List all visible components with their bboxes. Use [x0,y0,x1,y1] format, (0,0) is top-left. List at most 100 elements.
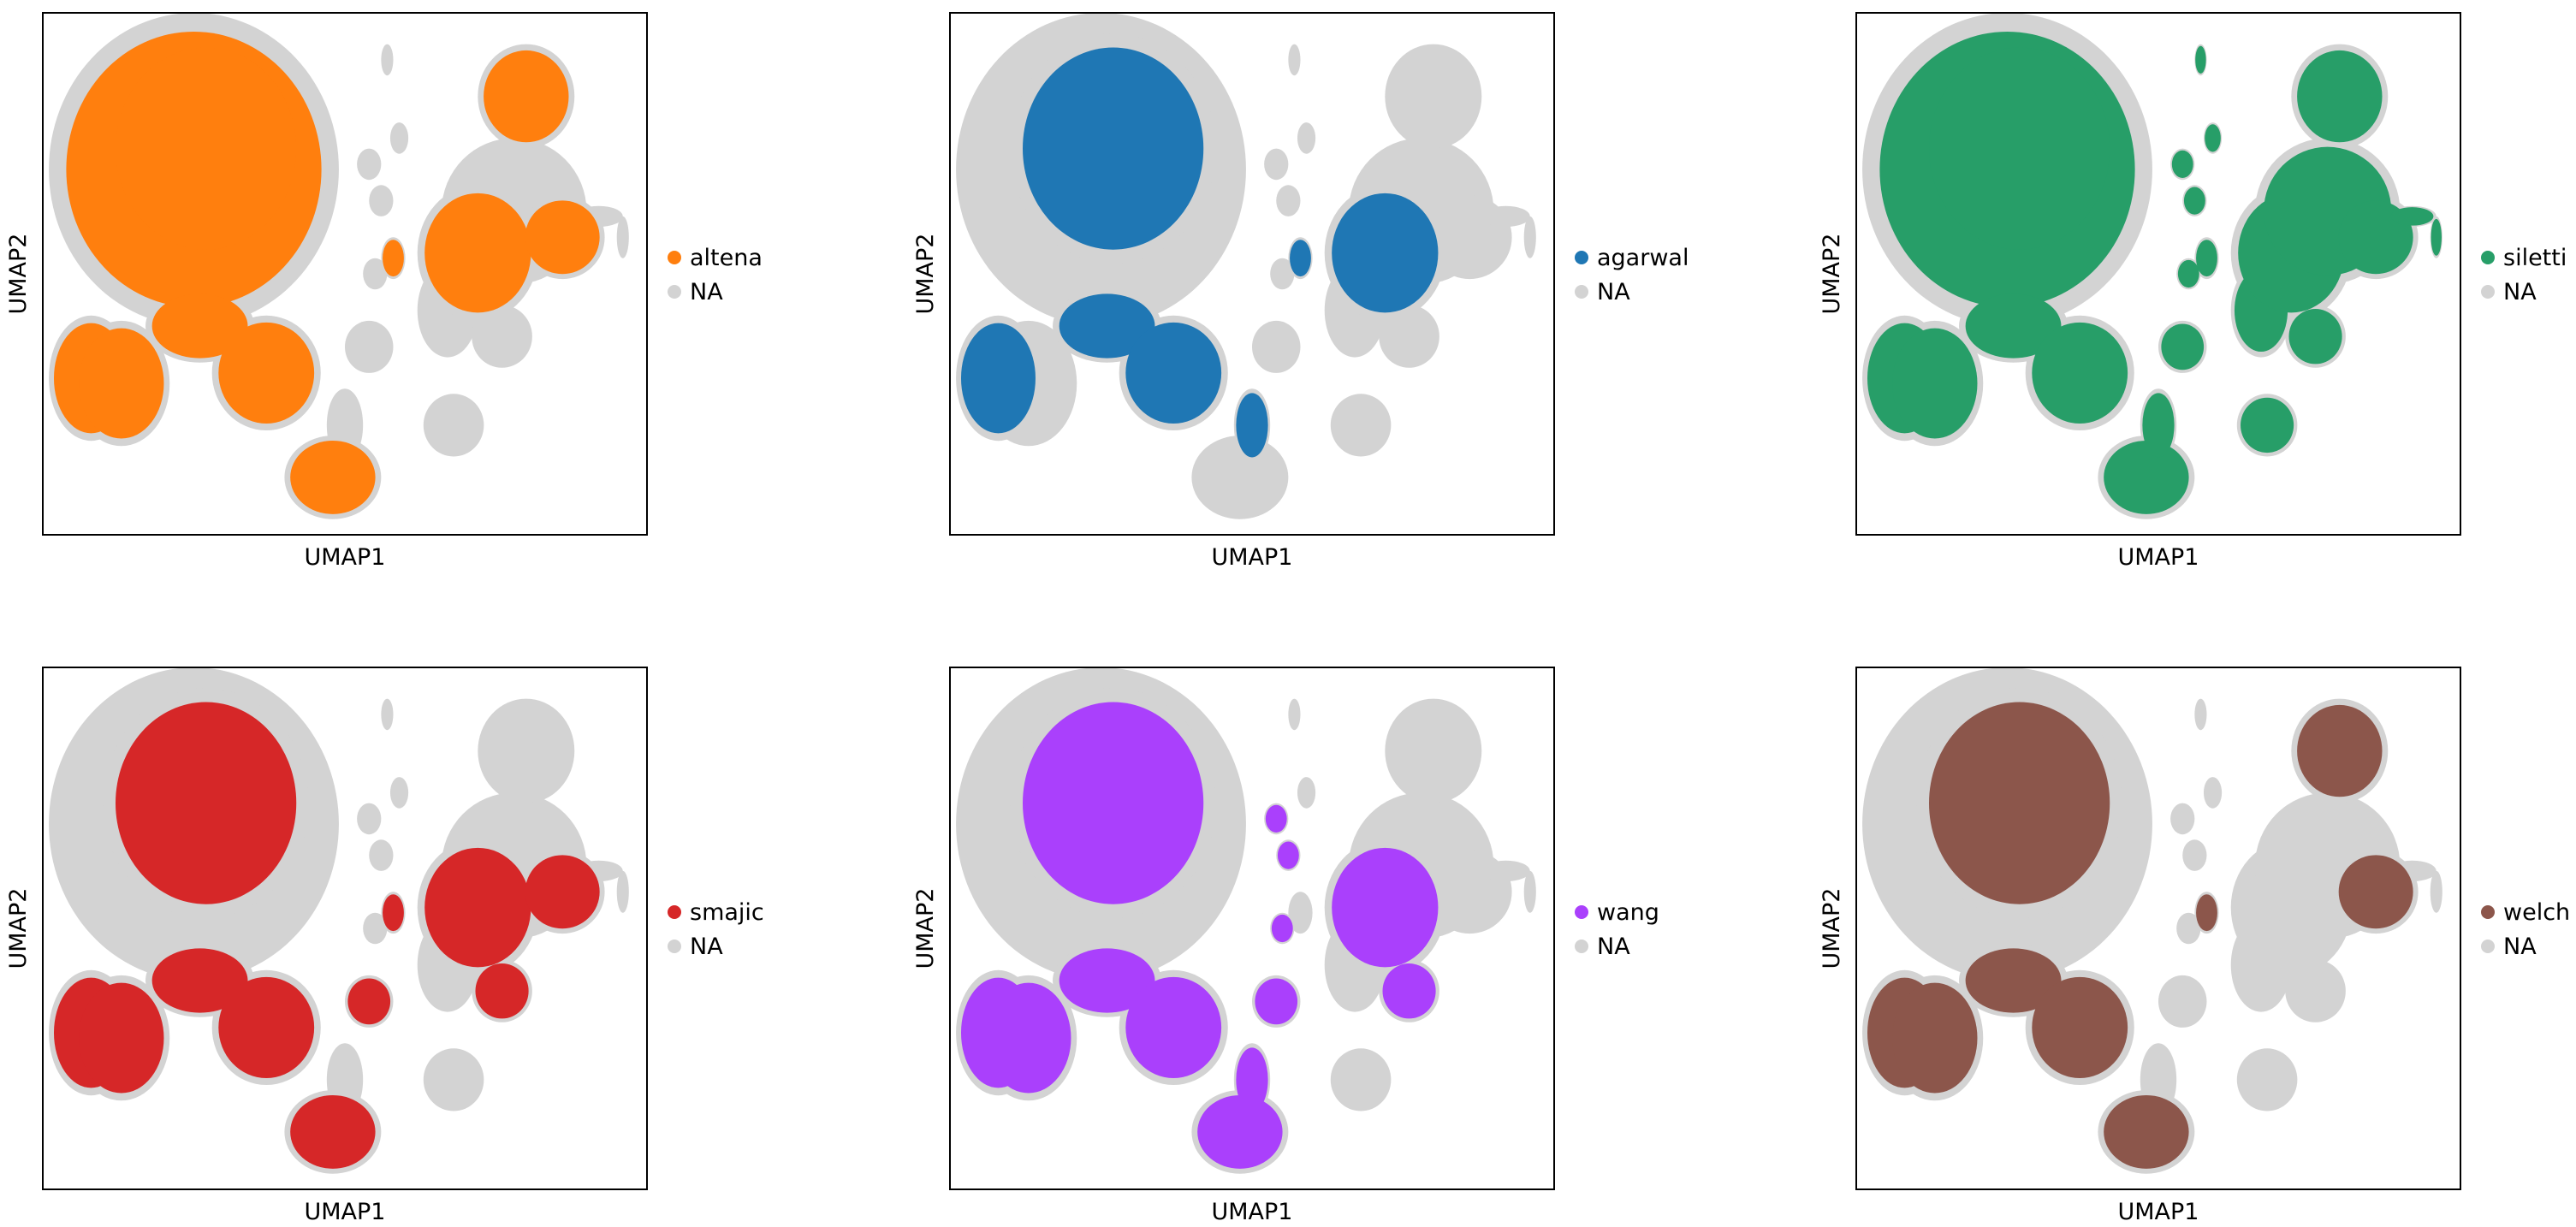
legend-label-NA: NA [2503,279,2537,305]
legend-marker-NA [1575,940,1588,953]
umap-panel-wang: UMAP1 UMAP2 wang NA [912,667,1659,1225]
na-cluster-23 [1297,777,1316,809]
na-cluster-22 [381,698,394,731]
siletti-cluster-5 [2032,322,2128,424]
na-cluster-10 [363,912,388,945]
agarwal-cluster-1 [1023,47,1204,250]
plot-frame [1855,667,2461,1190]
na-cluster-11 [357,803,382,835]
siletti-cluster-19 [2288,308,2342,365]
y-axis-label: UMAP2 [1819,234,1845,315]
legend-marker-NA [1575,285,1588,299]
siletti-cluster-21 [2431,218,2442,256]
legend-marker-smajic [668,905,681,919]
legend-label-wang: wang [1597,899,1659,926]
na-cluster-20 [1481,205,1530,228]
altena-cluster-17 [484,50,569,143]
na-cluster-19 [1379,305,1439,368]
siletti-cluster-17 [2297,50,2383,143]
na-cluster-20 [1481,860,1530,882]
altena-cluster-5 [218,322,315,424]
legend-marker-NA [668,285,681,299]
agarwal-cluster-5 [1125,322,1222,424]
legend-marker-wang [1575,905,1588,919]
na-cluster-10 [363,258,388,290]
na-cluster-17 [1385,698,1482,803]
umap-panel-altena: UMAP1 UMAP2 altena NA [5,12,763,571]
welch-cluster-17 [2297,704,2383,797]
siletti-cluster-22 [2195,45,2206,74]
welch-cluster-5 [2032,976,2128,1078]
welch-cluster-18 [2338,855,2413,929]
welch-cluster-4 [1965,948,2062,1013]
siletti-cluster-7 [2142,393,2175,458]
plot-frame [949,12,1555,536]
siletti-cluster-20 [2390,207,2434,226]
na-cluster-8 [1252,320,1301,373]
siletti-cluster-6 [2104,440,2189,514]
wang-cluster-15 [1332,847,1439,968]
agarwal-cluster-9 [1290,240,1311,277]
welch-cluster-3 [1892,982,1978,1094]
legend-label-NA: NA [2503,934,2537,960]
altena-cluster-9 [383,240,404,277]
legend-marker-agarwal [1575,251,1588,264]
wang-cluster-3 [986,982,1071,1094]
x-axis-label: UMAP1 [305,544,386,571]
wang-cluster-1 [1023,702,1204,904]
na-cluster-8 [345,320,394,373]
altena-cluster-1 [116,47,297,250]
wang-cluster-6 [1197,1094,1283,1169]
na-cluster-23 [389,777,409,809]
wang-cluster-7 [1236,1047,1268,1112]
na-cluster-12 [2182,839,2207,871]
siletti-cluster-23 [2205,124,2221,152]
altena-cluster-4 [151,293,248,359]
na-cluster-8 [2158,975,2207,1028]
altena-cluster-6 [290,440,376,514]
plot-frame [1855,12,2461,536]
siletti-cluster-4 [1965,293,2062,359]
legend-marker-siletti [2481,251,2495,264]
legend-marker-altena [668,251,681,264]
na-cluster-19 [2285,959,2346,1022]
na-cluster-14 [2236,1048,2298,1111]
x-axis-label: UMAP1 [2118,1199,2199,1225]
legend-label-welch: welch [2503,899,2570,926]
altena-cluster-3 [79,328,164,439]
wang-cluster-12 [1277,841,1299,869]
siletti-cluster-1 [1929,47,2110,250]
legend-label-NA: NA [690,934,723,960]
welch-cluster-9 [2196,894,2217,932]
na-cluster-23 [389,122,409,154]
welch-cluster-1 [1929,702,2110,904]
umap-panel-smajic: UMAP1 UMAP2 smajic NA [5,667,764,1225]
na-cluster-19 [472,305,532,368]
smajic-cluster-5 [218,976,315,1078]
legend-marker-NA [2481,285,2495,299]
smajic-cluster-6 [290,1094,376,1169]
smajic-cluster-9 [383,894,404,932]
na-cluster-21 [616,870,629,913]
na-cluster-21 [1523,216,1536,258]
smajic-cluster-4 [151,948,248,1013]
na-cluster-21 [616,216,629,258]
na-cluster-12 [369,839,394,871]
x-axis-label: UMAP1 [1212,544,1293,571]
na-cluster-6 [1191,436,1289,519]
wang-cluster-4 [1059,948,1155,1013]
na-cluster-14 [1330,1048,1392,1111]
wang-cluster-5 [1125,976,1222,1078]
smajic-cluster-18 [525,855,600,929]
na-cluster-14 [423,1048,484,1111]
altena-cluster-15 [424,193,531,313]
siletti-cluster-3 [1892,328,1978,439]
plot-frame [42,12,648,536]
siletti-cluster-8 [2161,323,2205,370]
umap-panel-welch: UMAP1 UMAP2 welch NA [1819,667,2570,1225]
na-cluster-17 [1385,44,1482,149]
legend-marker-NA [2481,940,2495,953]
y-axis-label: UMAP2 [912,234,939,315]
agarwal-cluster-7 [1236,393,1268,458]
